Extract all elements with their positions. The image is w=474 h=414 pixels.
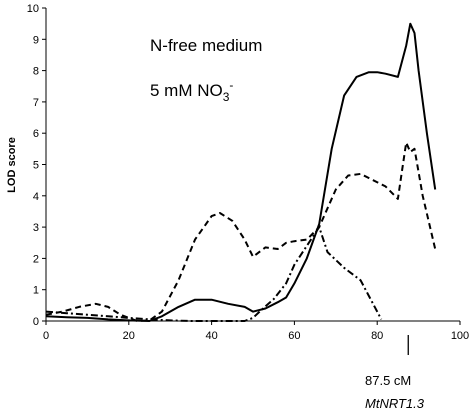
- y-tick-label-8: 8: [33, 66, 39, 78]
- x-tick-label-4: 80: [371, 330, 383, 342]
- annotation-nitrate-sup: -: [229, 78, 233, 92]
- x-tick-label-1: 20: [123, 330, 135, 342]
- annotation-nitrate-sub: 3: [223, 90, 230, 104]
- x-tick-label-0: 0: [43, 330, 49, 342]
- annotation-nitrate: 5 mM NO3-: [150, 78, 233, 104]
- annotation-nitrate-main: 5 mM NO: [150, 81, 223, 100]
- x-tick-label-3: 60: [288, 330, 300, 342]
- y-tick-label-1: 1: [33, 285, 39, 297]
- x-tick-label-5: 100: [451, 330, 469, 342]
- y-tick-label-0: 0: [33, 316, 39, 328]
- series-layer: [45, 22, 437, 322]
- y-tick-label-7: 7: [33, 97, 39, 109]
- series-line-dashed: [45, 141, 437, 322]
- y-tick-label-3: 3: [33, 222, 39, 234]
- annotation-n-free-medium: N-free medium: [150, 36, 262, 55]
- series-line-dash-dot: [45, 226, 383, 322]
- marker-gene-label: MtNRT1.3: [365, 396, 425, 411]
- y-tick-label-2: 2: [33, 253, 39, 265]
- series-line-solid: [45, 22, 437, 322]
- x-tick-label-2: 40: [205, 330, 217, 342]
- marker-position-label: 87.5 cM: [365, 373, 411, 388]
- y-tick-label-6: 6: [33, 128, 39, 140]
- y-axis-label: LOD score: [6, 137, 18, 193]
- y-tick-label-4: 4: [33, 191, 39, 203]
- y-tick-label-10: 10: [27, 3, 39, 15]
- y-tick-label-9: 9: [33, 34, 39, 46]
- chart-labels: LOD score N-free medium 5 mM NO3- 87.5 c…: [6, 36, 425, 411]
- y-tick-label-5: 5: [33, 160, 39, 172]
